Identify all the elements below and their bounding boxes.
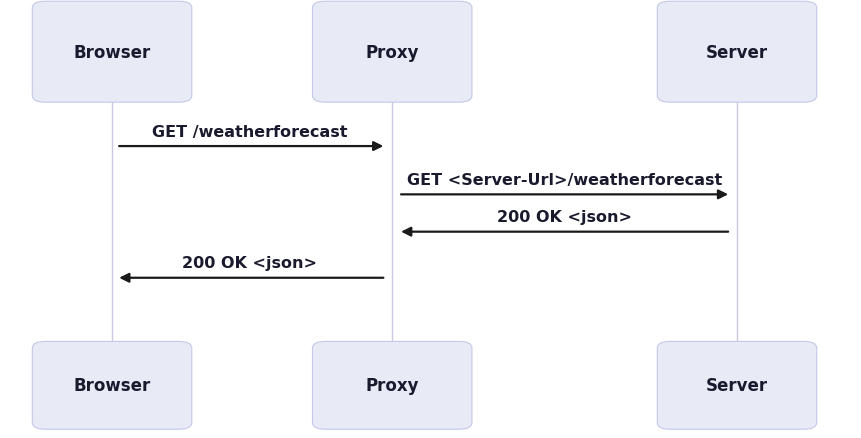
FancyBboxPatch shape	[33, 342, 192, 429]
Text: Server: Server	[705, 43, 767, 62]
Text: Proxy: Proxy	[365, 376, 418, 395]
FancyBboxPatch shape	[33, 2, 192, 103]
FancyBboxPatch shape	[312, 342, 472, 429]
Text: Server: Server	[705, 376, 767, 395]
Text: Proxy: Proxy	[365, 43, 418, 62]
Text: Browser: Browser	[73, 43, 151, 62]
Text: GET <Server-Url>/weatherforecast: GET <Server-Url>/weatherforecast	[406, 173, 722, 187]
FancyBboxPatch shape	[312, 2, 472, 103]
Text: 200 OK <json>: 200 OK <json>	[497, 210, 631, 225]
FancyBboxPatch shape	[656, 342, 816, 429]
Text: Browser: Browser	[73, 376, 151, 395]
Text: 200 OK <json>: 200 OK <json>	[183, 256, 317, 271]
Text: GET /weatherforecast: GET /weatherforecast	[152, 124, 347, 139]
FancyBboxPatch shape	[656, 2, 816, 103]
